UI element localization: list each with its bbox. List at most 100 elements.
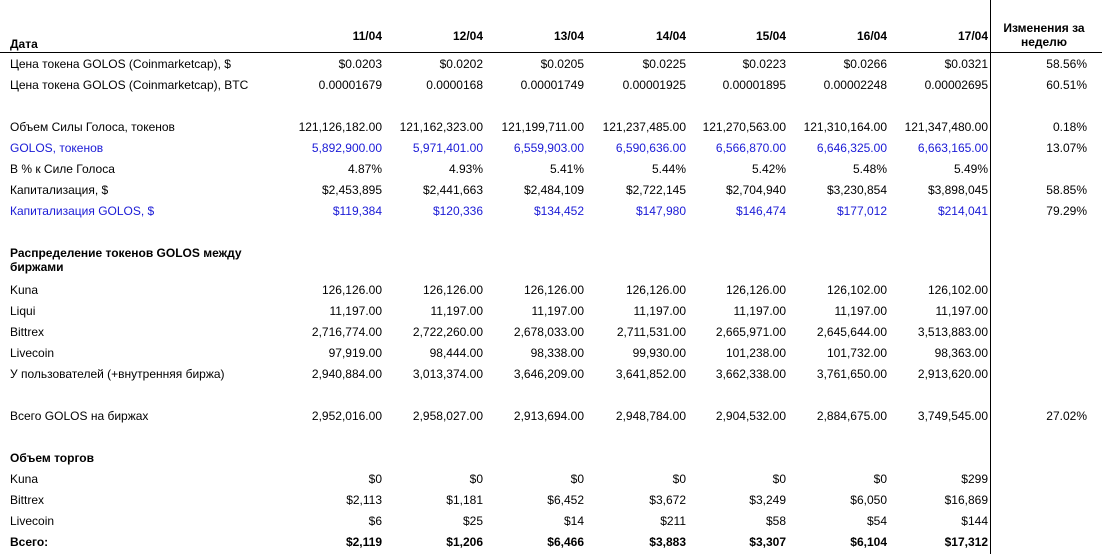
row-label: У пользователей (+внутренняя биржа) bbox=[10, 367, 225, 381]
table-cell: 121,199,711.00 bbox=[501, 120, 584, 134]
table-cell: 121,310,164.00 bbox=[803, 120, 887, 134]
table-cell: $134,452 bbox=[533, 204, 584, 218]
header-date: 15/04 bbox=[755, 29, 786, 43]
row-label: Livecoin bbox=[10, 346, 55, 360]
table-cell: $146,474 bbox=[735, 204, 786, 218]
row-label: Распределение токенов GOLOS между биржам… bbox=[10, 246, 242, 274]
table-cell: 3,761,650.00 bbox=[816, 367, 887, 381]
table-cell: 126,126.00 bbox=[523, 283, 584, 297]
row-label: Всего: bbox=[10, 535, 49, 549]
table-cell: $2,441,663 bbox=[422, 183, 483, 197]
table-cell: 0.00001895 bbox=[722, 78, 786, 92]
table-cell: 126,102.00 bbox=[927, 283, 988, 297]
table-cell: 0.00002695 bbox=[924, 78, 988, 92]
row-label: Livecoin bbox=[10, 514, 55, 528]
table-cell: 98,363.00 bbox=[934, 346, 988, 360]
table-cell: $214,041 bbox=[937, 204, 988, 218]
table-cell: 2,716,774.00 bbox=[311, 325, 382, 339]
row-label: Bittrex bbox=[10, 493, 45, 507]
table-cell: 5,971,401.00 bbox=[412, 141, 483, 155]
table-cell: $0.0223 bbox=[742, 57, 786, 71]
table-cell: $0 bbox=[368, 472, 382, 486]
row-label: Kuna bbox=[10, 283, 39, 297]
row-label: GOLOS, токенов bbox=[10, 141, 104, 155]
table-cell: $0.0202 bbox=[439, 57, 483, 71]
table-cell: 2,952,016.00 bbox=[311, 409, 382, 423]
table-cell: $3,883 bbox=[649, 535, 686, 549]
row-label: Капитализация, $ bbox=[10, 183, 109, 197]
row-label: Kuna bbox=[10, 472, 39, 486]
table-cell: 121,237,485.00 bbox=[602, 120, 686, 134]
table-cell: 126,126.00 bbox=[725, 283, 786, 297]
header-date: 17/04 bbox=[957, 29, 988, 43]
table-cell: $1,181 bbox=[446, 493, 483, 507]
change-cell: 0.18% bbox=[1052, 120, 1087, 134]
header-underline bbox=[0, 52, 1102, 53]
table-cell: $0 bbox=[772, 472, 786, 486]
table-cell: $6,466 bbox=[547, 535, 584, 549]
table-cell: 121,126,182.00 bbox=[298, 120, 382, 134]
table-cell: 4.87% bbox=[347, 162, 382, 176]
table-cell: $54 bbox=[866, 514, 887, 528]
table-cell: 5.44% bbox=[651, 162, 686, 176]
row-label: Объем торгов bbox=[10, 451, 94, 465]
row-label: Цена токена GOLOS (Coinmarketcap), $ bbox=[10, 57, 231, 71]
table-cell: $0.0321 bbox=[944, 57, 988, 71]
row-label: Всего GOLOS на биржах bbox=[10, 409, 149, 423]
header-date: 14/04 bbox=[655, 29, 686, 43]
table-cell: $0 bbox=[570, 472, 584, 486]
change-cell: 60.51% bbox=[1046, 78, 1087, 92]
table-cell: 101,238.00 bbox=[725, 346, 786, 360]
table-cell: 0.00001925 bbox=[622, 78, 686, 92]
table-cell: 126,102.00 bbox=[826, 283, 887, 297]
row-label: Капитализация GOLOS, $ bbox=[10, 204, 155, 218]
table-cell: 5.49% bbox=[953, 162, 988, 176]
table-cell: 5.41% bbox=[549, 162, 584, 176]
table-cell: $17,312 bbox=[944, 535, 988, 549]
table-cell: 2,884,675.00 bbox=[816, 409, 887, 423]
table-cell: 121,270,563.00 bbox=[702, 120, 786, 134]
row-label: Объем Силы Голоса, токенов bbox=[10, 120, 175, 134]
table-cell: 11,197.00 bbox=[834, 304, 888, 318]
table-cell: $3,249 bbox=[749, 493, 786, 507]
table-cell: $3,672 bbox=[649, 493, 686, 507]
table-cell: 121,347,480.00 bbox=[904, 120, 988, 134]
header-date: 12/04 bbox=[452, 29, 483, 43]
row-label: Цена токена GOLOS (Coinmarketcap), BTC bbox=[10, 78, 249, 92]
table-cell: 0.00001749 bbox=[520, 78, 584, 92]
table-cell: 0.0000168 bbox=[426, 78, 483, 92]
table-cell: 6,566,870.00 bbox=[715, 141, 786, 155]
header-date-label: Дата bbox=[10, 37, 38, 51]
table-cell: 11,197.00 bbox=[430, 304, 484, 318]
table-cell: $3,307 bbox=[749, 535, 786, 549]
table-cell: 98,338.00 bbox=[530, 346, 584, 360]
table-cell: 2,940,884.00 bbox=[311, 367, 382, 381]
table-cell: 11,197.00 bbox=[935, 304, 989, 318]
table-cell: 3,013,374.00 bbox=[412, 367, 483, 381]
table-cell: 2,711,531.00 bbox=[616, 325, 686, 339]
table-cell: $0 bbox=[469, 472, 483, 486]
table-cell: $6 bbox=[368, 514, 382, 528]
table-cell: $6,050 bbox=[850, 493, 887, 507]
table-cell: $0.0266 bbox=[843, 57, 887, 71]
header-change: Изменения за неделю bbox=[1003, 21, 1085, 49]
change-cell: 27.02% bbox=[1046, 409, 1087, 423]
table-cell: 11,197.00 bbox=[633, 304, 687, 318]
table-cell: 6,559,903.00 bbox=[513, 141, 584, 155]
table-cell: 11,197.00 bbox=[329, 304, 383, 318]
table-cell: $2,704,940 bbox=[725, 183, 786, 197]
table-cell: 97,919.00 bbox=[328, 346, 382, 360]
table-cell: 126,126.00 bbox=[321, 283, 382, 297]
change-cell: 58.56% bbox=[1046, 57, 1087, 71]
table-cell: 11,197.00 bbox=[733, 304, 787, 318]
table-cell: 2,904,532.00 bbox=[715, 409, 786, 423]
change-cell: 58.85% bbox=[1046, 183, 1087, 197]
table-cell: $58 bbox=[765, 514, 786, 528]
table-cell: $6,104 bbox=[850, 535, 887, 549]
table-cell: 0.00002248 bbox=[823, 78, 887, 92]
header-date: 16/04 bbox=[856, 29, 887, 43]
table-cell: $299 bbox=[961, 472, 988, 486]
column-divider bbox=[990, 0, 991, 554]
table-cell: $3,230,854 bbox=[826, 183, 887, 197]
